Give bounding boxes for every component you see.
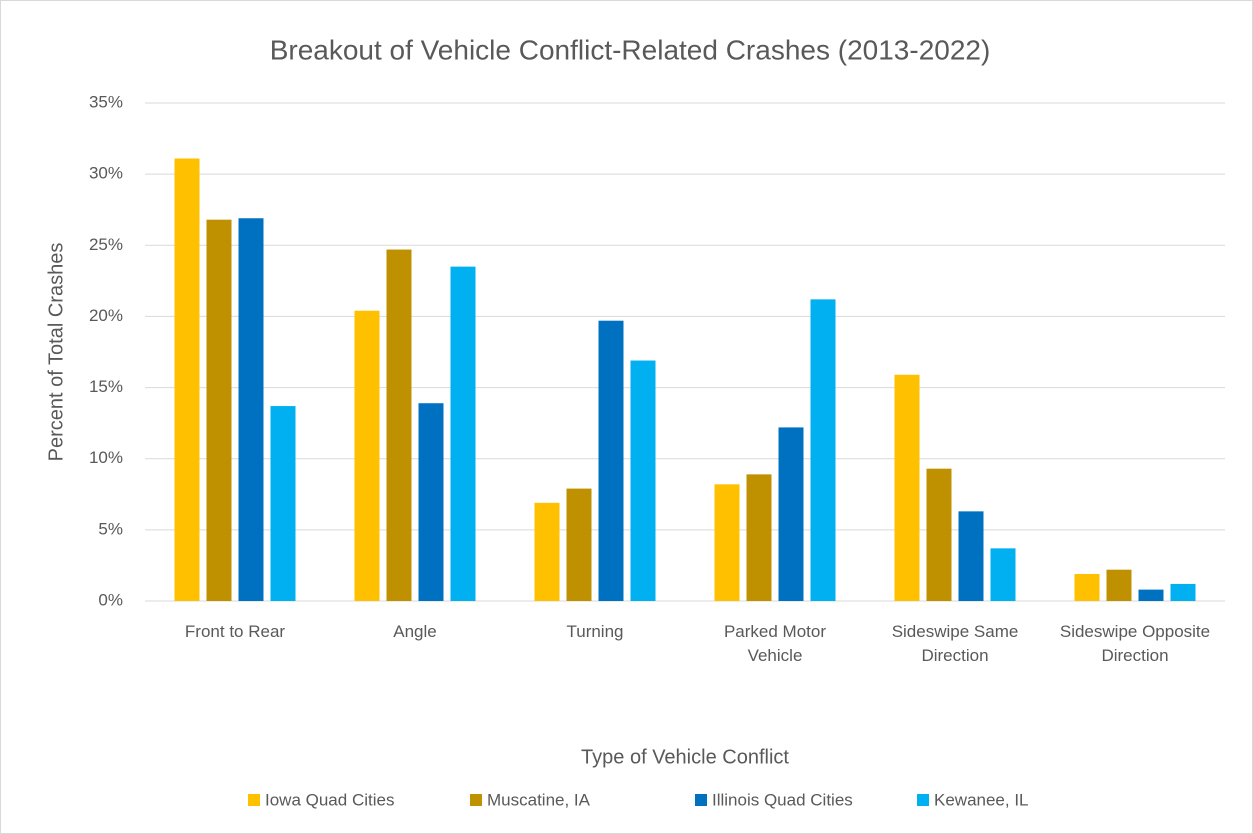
bar xyxy=(958,511,984,601)
bar xyxy=(534,502,560,601)
bar xyxy=(354,310,380,601)
bar xyxy=(598,320,624,601)
bar xyxy=(926,468,952,601)
x-tick-label-box: Parked Motor Vehicle xyxy=(723,622,827,665)
legend-swatch xyxy=(917,794,929,806)
x-tick-label: Turning xyxy=(566,622,624,641)
x-tick-label: Front to Rear xyxy=(184,622,286,641)
bar xyxy=(418,403,444,601)
x-tick-label: Sideswipe Same Direction xyxy=(891,622,1019,665)
y-tick-label: 0% xyxy=(98,590,123,609)
bar xyxy=(990,548,1016,601)
legend-swatch xyxy=(695,794,707,806)
y-tick-label: 25% xyxy=(89,235,123,254)
bar xyxy=(778,427,804,601)
x-tick-label-box: Turning xyxy=(566,622,624,641)
x-tick-label: Sideswipe Opposite Direction xyxy=(1059,622,1211,665)
bar xyxy=(386,249,412,601)
y-tick-label: 10% xyxy=(89,448,123,467)
y-tick-label: 35% xyxy=(89,92,123,111)
y-tick-label: 30% xyxy=(89,164,123,183)
bar xyxy=(1106,569,1132,601)
y-tick-label: 15% xyxy=(89,377,123,396)
bar xyxy=(566,488,592,601)
bar xyxy=(1138,589,1164,601)
x-axis-title: Type of Vehicle Conflict xyxy=(581,746,789,768)
bar xyxy=(894,374,920,601)
legend-label: Kewanee, IL xyxy=(934,790,1029,809)
x-tick-label-box: Sideswipe Opposite Direction xyxy=(1059,622,1211,665)
chart-title: Breakout of Vehicle Conflict-Related Cra… xyxy=(270,34,991,65)
bar xyxy=(270,406,296,601)
legend-label: Illinois Quad Cities xyxy=(712,790,853,809)
bar xyxy=(714,484,740,601)
x-tick-label: Parked Motor Vehicle xyxy=(723,622,827,665)
y-tick-label: 5% xyxy=(98,519,123,538)
legend-swatch xyxy=(248,794,260,806)
bar xyxy=(238,218,264,601)
bar xyxy=(174,158,200,601)
x-tick-label-box: Front to Rear xyxy=(184,622,286,641)
legend-label: Muscatine, IA xyxy=(487,790,591,809)
bar xyxy=(1074,573,1100,601)
legend-swatch xyxy=(470,794,482,806)
bar xyxy=(746,474,772,601)
bar xyxy=(450,266,476,601)
x-tick-label-box: Angle xyxy=(393,622,437,641)
y-tick-label: 20% xyxy=(89,306,123,325)
x-tick-label: Angle xyxy=(393,622,437,641)
bar xyxy=(206,219,232,601)
bar xyxy=(630,360,656,601)
bar xyxy=(1170,583,1196,601)
x-tick-label-box: Sideswipe Same Direction xyxy=(891,622,1019,665)
y-axis-title: Percent of Total Crashes xyxy=(45,243,67,462)
bar xyxy=(810,299,836,601)
legend-label: Iowa Quad Cities xyxy=(265,790,394,809)
